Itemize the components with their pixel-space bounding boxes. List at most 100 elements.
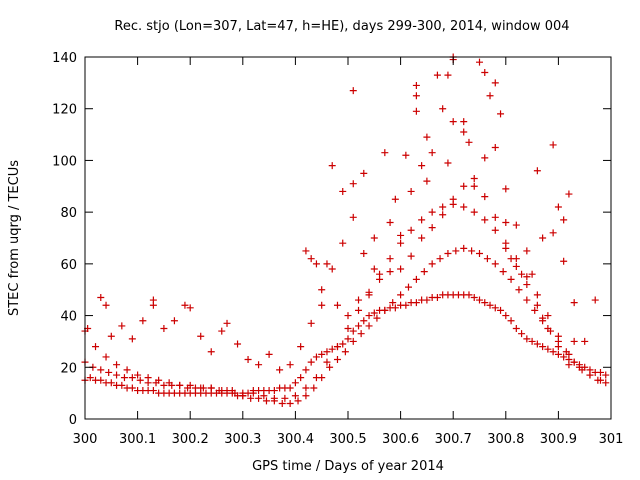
data-point-plus-marker xyxy=(170,317,178,325)
data-point-plus-marker xyxy=(460,128,468,136)
data-point-plus-marker xyxy=(418,216,426,224)
data-point-plus-marker xyxy=(312,260,320,268)
data-point-plus-marker xyxy=(92,343,100,351)
data-point-plus-marker xyxy=(118,381,126,389)
data-point-plus-marker xyxy=(531,306,539,314)
data-point-plus-marker xyxy=(113,371,121,379)
data-point-plus-marker xyxy=(223,319,231,327)
data-point-plus-marker xyxy=(596,376,604,384)
data-point-plus-marker xyxy=(302,366,310,374)
x-tick-label: 300.9 xyxy=(540,432,577,447)
data-point-plus-marker xyxy=(491,260,499,268)
data-point-plus-marker xyxy=(260,392,268,400)
data-point-plus-marker xyxy=(412,275,420,283)
data-point-plus-marker xyxy=(412,299,420,307)
data-point-plus-marker xyxy=(591,296,599,304)
data-point-plus-marker xyxy=(570,337,578,345)
data-point-plus-marker xyxy=(544,325,552,332)
data-point-plus-marker xyxy=(136,376,144,384)
data-point-plus-marker xyxy=(355,296,363,304)
data-point-plus-marker xyxy=(549,348,557,356)
data-point-plus-marker xyxy=(502,244,510,252)
data-point-plus-marker xyxy=(491,79,499,87)
data-point-plus-marker xyxy=(386,255,394,263)
data-point-plus-marker xyxy=(102,353,110,361)
data-point-plus-marker xyxy=(323,348,331,356)
data-point-plus-marker xyxy=(491,144,499,151)
data-point-plus-marker xyxy=(318,350,326,358)
data-point-plus-marker xyxy=(247,394,255,402)
data-point-plus-marker xyxy=(186,304,194,312)
data-point-plus-marker xyxy=(507,275,515,283)
data-point-plus-marker xyxy=(452,247,460,255)
data-point-plus-marker xyxy=(407,252,415,260)
data-point-plus-marker xyxy=(355,322,363,330)
data-point-plus-marker xyxy=(549,229,557,237)
data-point-plus-marker xyxy=(565,361,573,369)
data-point-plus-marker xyxy=(270,394,278,402)
data-point-plus-marker xyxy=(486,301,494,309)
data-point-plus-marker xyxy=(386,268,394,276)
data-point-plus-marker xyxy=(586,371,594,379)
data-point-plus-marker xyxy=(499,268,507,276)
data-point-plus-marker xyxy=(326,363,334,371)
data-point-plus-marker xyxy=(544,345,552,353)
data-point-plus-marker xyxy=(523,296,531,304)
data-point-plus-marker xyxy=(581,337,589,345)
data-point-plus-marker xyxy=(444,250,452,258)
data-point-plus-marker xyxy=(596,368,604,376)
data-point-plus-marker xyxy=(412,92,420,100)
data-point-plus-marker xyxy=(560,216,568,224)
y-axis-label: STEC from uqrg / TECUs xyxy=(7,160,22,316)
data-point-plus-marker xyxy=(360,169,368,177)
data-point-plus-marker xyxy=(523,247,531,255)
data-point-plus-marker xyxy=(554,350,562,358)
data-point-plus-marker xyxy=(155,376,163,384)
data-point-plus-marker xyxy=(281,394,289,402)
data-point-plus-marker xyxy=(349,337,357,345)
data-point-plus-marker xyxy=(244,356,252,364)
y-tick-label: 40 xyxy=(60,310,77,325)
x-tick-label: 300 xyxy=(73,432,98,447)
y-axis-ticks: 0 20 40 60 80 100 120 140 xyxy=(52,51,611,428)
data-point-plus-marker xyxy=(428,208,436,216)
data-point-plus-marker xyxy=(270,387,278,395)
x-tick-label: 300.4 xyxy=(277,432,314,447)
data-point-plus-marker xyxy=(481,216,489,224)
data-point-plus-marker xyxy=(391,304,399,312)
data-point-plus-marker xyxy=(197,384,205,392)
data-point-plus-marker xyxy=(397,239,405,247)
data-point-plus-marker xyxy=(407,226,415,234)
data-point-plus-marker xyxy=(360,317,368,325)
data-point-plus-marker xyxy=(297,374,305,382)
data-point-plus-marker xyxy=(307,358,315,366)
data-point-plus-marker xyxy=(149,301,157,309)
data-point-plus-marker xyxy=(402,301,410,309)
data-point-plus-marker xyxy=(344,325,352,332)
data-point-plus-marker xyxy=(481,193,489,201)
data-point-plus-marker xyxy=(234,340,242,348)
data-point-plus-marker xyxy=(123,366,131,374)
data-point-plus-marker xyxy=(560,353,568,361)
x-axis-ticks: 300 300.1 300.2 300.3 300.4 300.5 300.6 300.7 30… xyxy=(73,57,623,447)
data-point-plus-marker xyxy=(276,366,284,374)
data-point-plus-marker xyxy=(491,213,499,221)
data-point-plus-marker xyxy=(565,190,573,198)
data-point-plus-marker xyxy=(512,325,520,332)
data-point-plus-marker xyxy=(328,162,336,170)
data-point-plus-marker xyxy=(533,301,541,309)
data-point-plus-marker xyxy=(539,343,547,351)
data-point-plus-marker xyxy=(402,151,410,159)
data-point-plus-marker xyxy=(297,343,305,351)
data-point-plus-marker xyxy=(128,335,136,343)
data-point-plus-marker xyxy=(278,399,286,407)
data-point-plus-marker xyxy=(360,250,368,258)
data-point-plus-marker xyxy=(207,348,215,356)
data-point-plus-marker xyxy=(341,348,349,356)
data-point-plus-marker xyxy=(412,81,420,89)
data-point-plus-marker xyxy=(389,299,397,307)
data-point-plus-marker xyxy=(449,118,457,126)
data-point-plus-marker xyxy=(544,312,552,320)
data-point-plus-marker xyxy=(460,244,468,252)
